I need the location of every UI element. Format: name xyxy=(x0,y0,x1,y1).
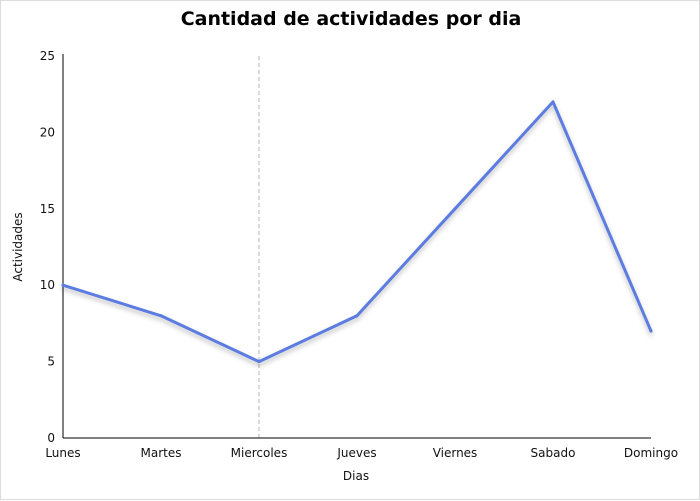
y-tick-label: 25 xyxy=(40,49,55,63)
x-tick-label: Jueves xyxy=(336,446,376,460)
x-tick-label: Viernes xyxy=(433,446,478,460)
data-point xyxy=(551,100,555,104)
x-tick-label: Sabado xyxy=(531,446,576,460)
y-tick-label: 15 xyxy=(40,202,55,216)
data-point xyxy=(159,314,163,318)
x-tick-label: Miercoles xyxy=(231,446,288,460)
y-tick-label: 5 xyxy=(47,355,55,369)
y-tick-label: 0 xyxy=(47,431,55,445)
x-tick-label: Lunes xyxy=(45,446,80,460)
series-line xyxy=(61,100,653,364)
data-point xyxy=(453,207,457,211)
y-axis-title: Actividades xyxy=(11,212,25,281)
data-point xyxy=(257,360,261,364)
data-point xyxy=(355,314,359,318)
x-tick-label: Martes xyxy=(141,446,182,460)
y-tick-label: 10 xyxy=(40,278,55,292)
x-tick-label: Domingo xyxy=(624,446,678,460)
data-point xyxy=(61,283,65,287)
y-tick-label: 20 xyxy=(40,125,55,139)
data-point xyxy=(649,329,653,333)
x-axis-title: Dias xyxy=(343,469,369,483)
chart-title: Cantidad de actividades por dia xyxy=(181,8,522,30)
